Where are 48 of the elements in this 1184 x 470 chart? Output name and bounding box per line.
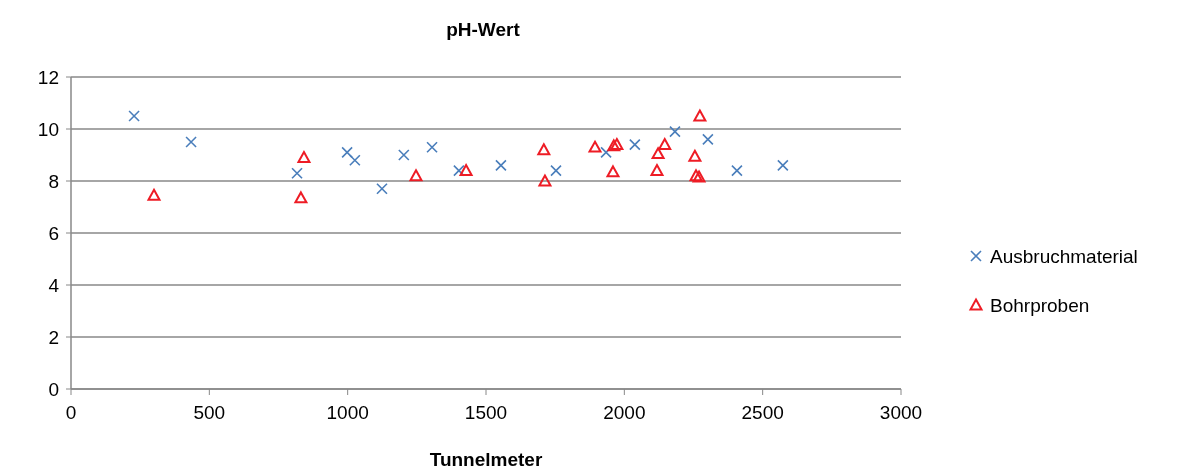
x-tick-label: 1500 [464,402,508,423]
y-tick-label: 8 [48,170,59,192]
point [588,140,602,153]
point [658,138,672,150]
point [495,159,507,172]
point [537,143,551,156]
point [459,164,473,176]
point [185,136,197,148]
point [650,164,664,176]
point [349,154,361,166]
y-tick-label: 12 [37,66,59,88]
point [777,159,789,172]
point [297,151,311,163]
chart-title: pH-Wert [446,19,521,40]
x-tick-label: 500 [193,402,226,423]
point [376,183,388,195]
point [550,164,562,177]
y-tick-label: 4 [48,274,60,296]
point [731,164,743,177]
point [693,109,707,122]
point [398,149,410,161]
point [409,169,423,182]
point [147,188,161,201]
point [669,125,681,138]
point [341,146,353,159]
point [629,138,641,151]
point [651,147,665,160]
point [291,167,303,179]
x-tick-label: 1000 [326,402,369,423]
x-axis-title: Tunnelmeter [429,449,543,470]
point [600,146,612,159]
x-tick-label: 0 [65,402,77,423]
y-tick-label: 6 [48,222,59,244]
point [128,110,140,122]
point [426,141,438,153]
x-tick-label: 2500 [741,402,784,423]
x-tick-label: 3000 [879,402,923,423]
y-tick-label: 10 [37,118,59,140]
point [294,191,308,204]
point [606,165,620,178]
y-tick-label: 2 [48,326,59,348]
legend-label: Ausbruchmaterial [990,245,1138,267]
x-tick-label: 2000 [603,402,646,423]
y-tick-label: 0 [48,378,59,400]
point [702,133,714,146]
legend-label: Bohrproben [990,294,1090,316]
point [538,174,552,187]
point [688,149,702,162]
